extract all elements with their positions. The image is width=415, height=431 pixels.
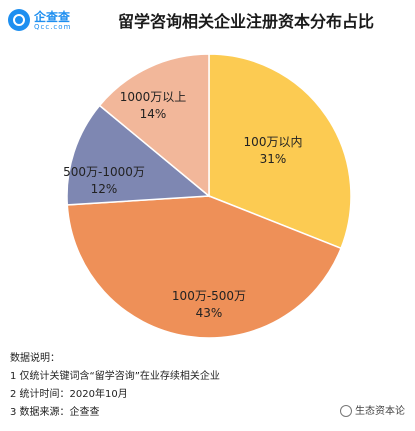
watermark: 生态资本论 (340, 402, 405, 417)
slice-percent: 12% (91, 182, 118, 196)
slice-label: 1000万以上 (120, 90, 187, 104)
pie-slice (66, 195, 343, 339)
qcc-logo: 企查查 Qcc.com (8, 6, 100, 36)
slice-label: 100万以内 (244, 135, 303, 149)
qcc-logo-icon (8, 9, 30, 31)
wechat-icon (340, 405, 352, 417)
logo-name: 企查查 (34, 10, 71, 24)
pie-slice (98, 53, 210, 198)
pie-slice (66, 104, 211, 206)
slice-percent: 43% (196, 306, 223, 320)
notes-line-3: 3 数据来源：企查查 (10, 407, 100, 418)
notes-heading: 数据说明： (10, 353, 60, 364)
data-notes: 数据说明： 1 仅统计关键词含“留学咨询”在业存续相关企业 2 统计时间：202… (10, 350, 220, 422)
notes-line-2: 2 统计时间：2020年10月 (10, 389, 128, 400)
notes-line-1: 1 仅统计关键词含“留学咨询”在业存续相关企业 (10, 371, 220, 382)
slice-percent: 14% (140, 107, 167, 121)
slice-label: 500万-1000万 (63, 165, 145, 179)
slice-percent: 31% (260, 152, 287, 166)
slice-label: 100万-500万 (172, 289, 246, 303)
watermark-text: 生态资本论 (355, 406, 405, 417)
pie-slice (208, 53, 352, 250)
logo-domain: Qcc.com (34, 23, 72, 31)
chart-title: 留学咨询相关企业注册资本分布占比 (117, 12, 374, 31)
